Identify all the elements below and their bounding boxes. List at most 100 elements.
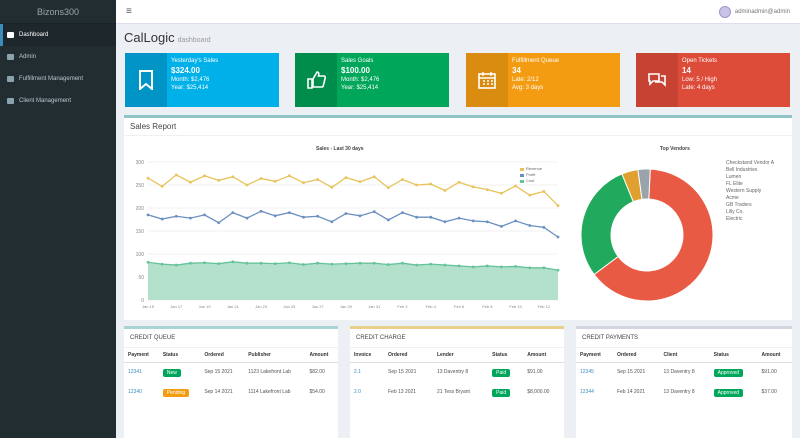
data-point-revenue[interactable] (471, 185, 475, 189)
data-point-revenue[interactable] (514, 184, 517, 188)
data-point-profit[interactable] (231, 211, 235, 214)
table-row[interactable]: 12340 Pending Sep 14 2021 1114 Lakefront La… (124, 383, 338, 403)
data-point-cost[interactable] (542, 266, 546, 270)
data-point-cost[interactable] (514, 265, 517, 268)
data-point-revenue[interactable] (245, 183, 249, 187)
data-point-cost[interactable] (485, 264, 489, 268)
data-point-profit[interactable] (273, 214, 277, 218)
data-point-revenue[interactable] (146, 176, 150, 180)
data-point-profit[interactable] (500, 225, 503, 228)
info-box-fulfillment-queue[interactable]: Fulfillment Queue 34 Late: 2/12 Avg: 3 d… (466, 53, 620, 107)
data-point-profit[interactable] (358, 214, 362, 218)
data-point-revenue[interactable] (415, 183, 419, 187)
data-point-revenue[interactable] (259, 177, 263, 180)
table-row[interactable]: 12344 Feb 14 2021 13 Daventry 8 Approved $37… (576, 383, 792, 403)
column-header[interactable]: Ordered (200, 348, 245, 363)
data-point-profit[interactable] (287, 211, 291, 214)
menu-toggle-icon[interactable]: ≡ (126, 6, 132, 17)
column-header[interactable]: Invoice (350, 348, 384, 363)
column-header[interactable]: Ordered (612, 348, 660, 363)
data-point-revenue[interactable] (500, 191, 503, 195)
data-point-revenue[interactable] (203, 174, 206, 178)
data-point-cost[interactable] (259, 261, 263, 265)
column-header[interactable]: Ordered (383, 348, 433, 363)
data-point-revenue[interactable] (189, 180, 192, 184)
data-point-revenue[interactable] (542, 190, 546, 193)
data-point-profit[interactable] (203, 213, 206, 217)
data-point-cost[interactable] (330, 262, 334, 266)
data-point-profit[interactable] (471, 219, 475, 223)
data-point-revenue[interactable] (358, 180, 362, 184)
data-point-revenue[interactable] (217, 179, 221, 182)
pie-slice-red[interactable] (593, 168, 714, 302)
data-point-revenue[interactable] (273, 179, 277, 183)
info-box-open-tickets[interactable]: Open Tickets 14 Low: 5 / High Late: 4 da… (636, 53, 790, 107)
data-point-revenue[interactable] (485, 188, 489, 191)
data-point-revenue[interactable] (528, 193, 532, 197)
sidebar-item-fulfillment-management[interactable]: Fulfillment Management (0, 68, 116, 90)
sidebar-item-client-management[interactable]: Client Management (0, 90, 116, 112)
data-point-profit[interactable] (259, 209, 263, 213)
sidebar-item-dashboard[interactable]: Dashboard (0, 24, 116, 46)
data-point-revenue[interactable] (174, 173, 178, 177)
data-point-profit[interactable] (443, 220, 447, 224)
data-point-revenue[interactable] (372, 175, 376, 179)
data-point-revenue[interactable] (401, 178, 404, 181)
data-point-cost[interactable] (160, 262, 164, 266)
pie-slice-green[interactable] (580, 173, 634, 276)
data-point-profit[interactable] (485, 220, 489, 224)
data-point-cost[interactable] (302, 263, 305, 266)
table-row[interactable]: 2.0 Feb 13 2021 21 Tess Bryant Paid $8,000.0… (350, 383, 564, 403)
data-point-cost[interactable] (245, 261, 249, 265)
column-header[interactable]: Lender (432, 348, 489, 363)
data-point-revenue[interactable] (443, 189, 447, 192)
data-point-cost[interactable] (457, 264, 461, 268)
data-point-cost[interactable] (556, 268, 560, 272)
data-point-cost[interactable] (287, 261, 291, 265)
data-point-profit[interactable] (302, 215, 305, 219)
user-menu[interactable]: adminadmin@admin (718, 5, 790, 18)
data-point-revenue[interactable] (302, 181, 305, 185)
column-header[interactable]: Publisher (244, 348, 306, 363)
data-point-cost[interactable] (316, 261, 320, 265)
data-point-cost[interactable] (174, 263, 178, 267)
column-header[interactable]: Amount (305, 348, 338, 363)
data-point-revenue[interactable] (231, 175, 235, 179)
data-point-profit[interactable] (528, 224, 532, 227)
data-point-profit[interactable] (330, 220, 334, 224)
data-point-revenue[interactable] (287, 174, 291, 178)
data-point-profit[interactable] (556, 235, 560, 239)
row-id-link[interactable]: 2.1 (354, 369, 361, 375)
table-row[interactable]: 12345 Sep 15 2021 13 Daventry 8 Approved $91… (576, 363, 792, 384)
data-point-profit[interactable] (457, 216, 461, 220)
column-header[interactable]: Status (709, 348, 758, 363)
data-point-profit[interactable] (174, 214, 178, 218)
data-point-revenue[interactable] (386, 186, 390, 190)
data-point-cost[interactable] (415, 263, 419, 267)
data-point-cost[interactable] (189, 261, 192, 265)
app-logo[interactable]: Bizons300 (0, 0, 116, 24)
data-point-profit[interactable] (160, 217, 164, 221)
column-header[interactable]: Status (158, 348, 201, 363)
column-header[interactable]: Payment (124, 348, 159, 363)
column-header[interactable]: Amount (757, 348, 792, 363)
row-id-link[interactable]: 12344 (580, 389, 594, 395)
data-point-cost[interactable] (528, 266, 532, 270)
data-point-cost[interactable] (443, 263, 447, 267)
info-box-yesterday-sales[interactable]: Yesterday's Sales $324.00 Month: $2,476 … (125, 53, 279, 107)
data-point-cost[interactable] (401, 261, 404, 265)
data-point-cost[interactable] (203, 261, 206, 265)
data-point-profit[interactable] (429, 215, 433, 219)
data-point-revenue[interactable] (429, 182, 433, 186)
data-point-profit[interactable] (189, 216, 192, 220)
column-header[interactable]: Amount (523, 348, 564, 363)
column-header[interactable]: Status (488, 348, 524, 363)
data-point-revenue[interactable] (316, 178, 320, 181)
sidebar-item-admin[interactable]: Admin (0, 46, 116, 68)
data-point-cost[interactable] (146, 260, 150, 264)
data-point-profit[interactable] (217, 221, 221, 225)
data-point-revenue[interactable] (330, 185, 334, 189)
column-header[interactable]: Payment (576, 348, 613, 363)
data-point-cost[interactable] (217, 262, 221, 266)
data-point-cost[interactable] (358, 261, 362, 265)
